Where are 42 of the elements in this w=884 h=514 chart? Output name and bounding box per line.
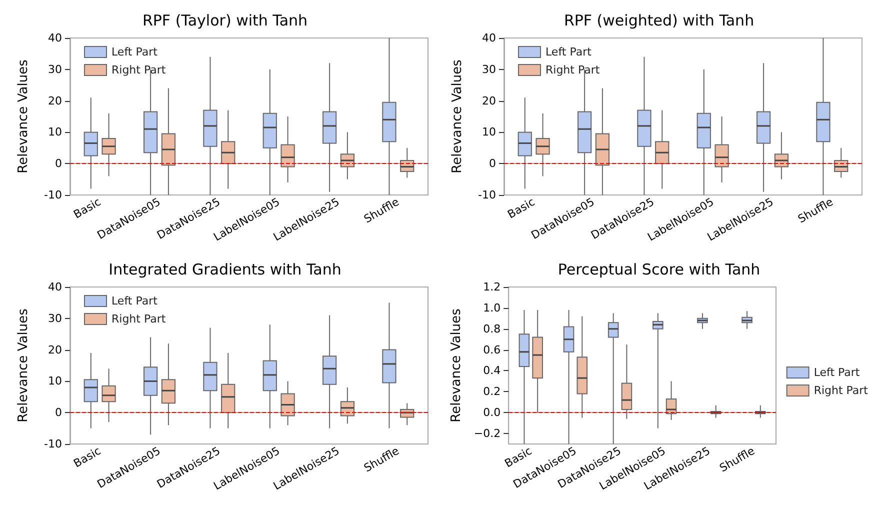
legend-label: Right Part <box>112 64 166 76</box>
y-tick-label: 0.0 <box>483 406 501 420</box>
y-axis-title: Relevance Values <box>16 308 31 422</box>
y-axis-title: Relevance Values <box>16 59 31 174</box>
legend-label: Right Part <box>546 64 600 76</box>
y-tick-label: 0.2 <box>483 385 501 398</box>
y-tick-label: 0.4 <box>483 364 501 378</box>
legend-label: Left Part <box>112 46 158 58</box>
y-tick-label: 0 <box>55 157 62 170</box>
chart-title: RPF (Taylor) with Tanh <box>142 12 308 30</box>
y-tick-label: 30 <box>48 312 62 325</box>
y-tick-label: 0 <box>489 157 496 170</box>
chart-title: Perceptual Score with Tanh <box>558 260 760 278</box>
y-tick-label: -10 <box>478 188 496 202</box>
y-tick-label: 0 <box>55 406 62 420</box>
chart-title: RPF (weighted) with Tanh <box>564 12 754 30</box>
legend-label: Left Part <box>112 294 158 308</box>
y-tick-label: 40 <box>482 32 496 44</box>
y-tick-label: 40 <box>48 32 62 44</box>
y-axis-title: Relevance Values <box>449 308 464 422</box>
y-tick-label: 20 <box>48 94 62 108</box>
legend-label: Right Part <box>814 384 869 397</box>
y-tick-label: 10 <box>48 126 62 139</box>
y-tick-label: 20 <box>48 343 62 356</box>
y-tick-label: 0.6 <box>483 343 501 356</box>
legend-label: Left Part <box>814 366 860 379</box>
y-axis-title: Relevance Values <box>450 59 465 174</box>
y-tick-label: 30 <box>482 62 496 76</box>
y-tick-label: -10 <box>44 438 62 450</box>
y-tick-label: 1.2 <box>483 280 501 294</box>
y-tick-label: 10 <box>48 374 62 388</box>
legend-label: Left Part <box>546 46 592 58</box>
y-tick-label: −0.2 <box>474 427 501 440</box>
y-tick-label: 1.0 <box>483 301 501 314</box>
y-tick-label: 10 <box>482 126 496 139</box>
y-tick-label: -10 <box>44 188 62 202</box>
y-tick-label: 30 <box>48 62 62 76</box>
legend-label: Right Part <box>112 312 166 326</box>
chart-title: Integrated Gradients with Tanh <box>108 260 342 278</box>
y-tick-label: 40 <box>48 280 62 294</box>
y-tick-label: 0.8 <box>483 322 501 336</box>
y-tick-label: 20 <box>482 94 496 108</box>
